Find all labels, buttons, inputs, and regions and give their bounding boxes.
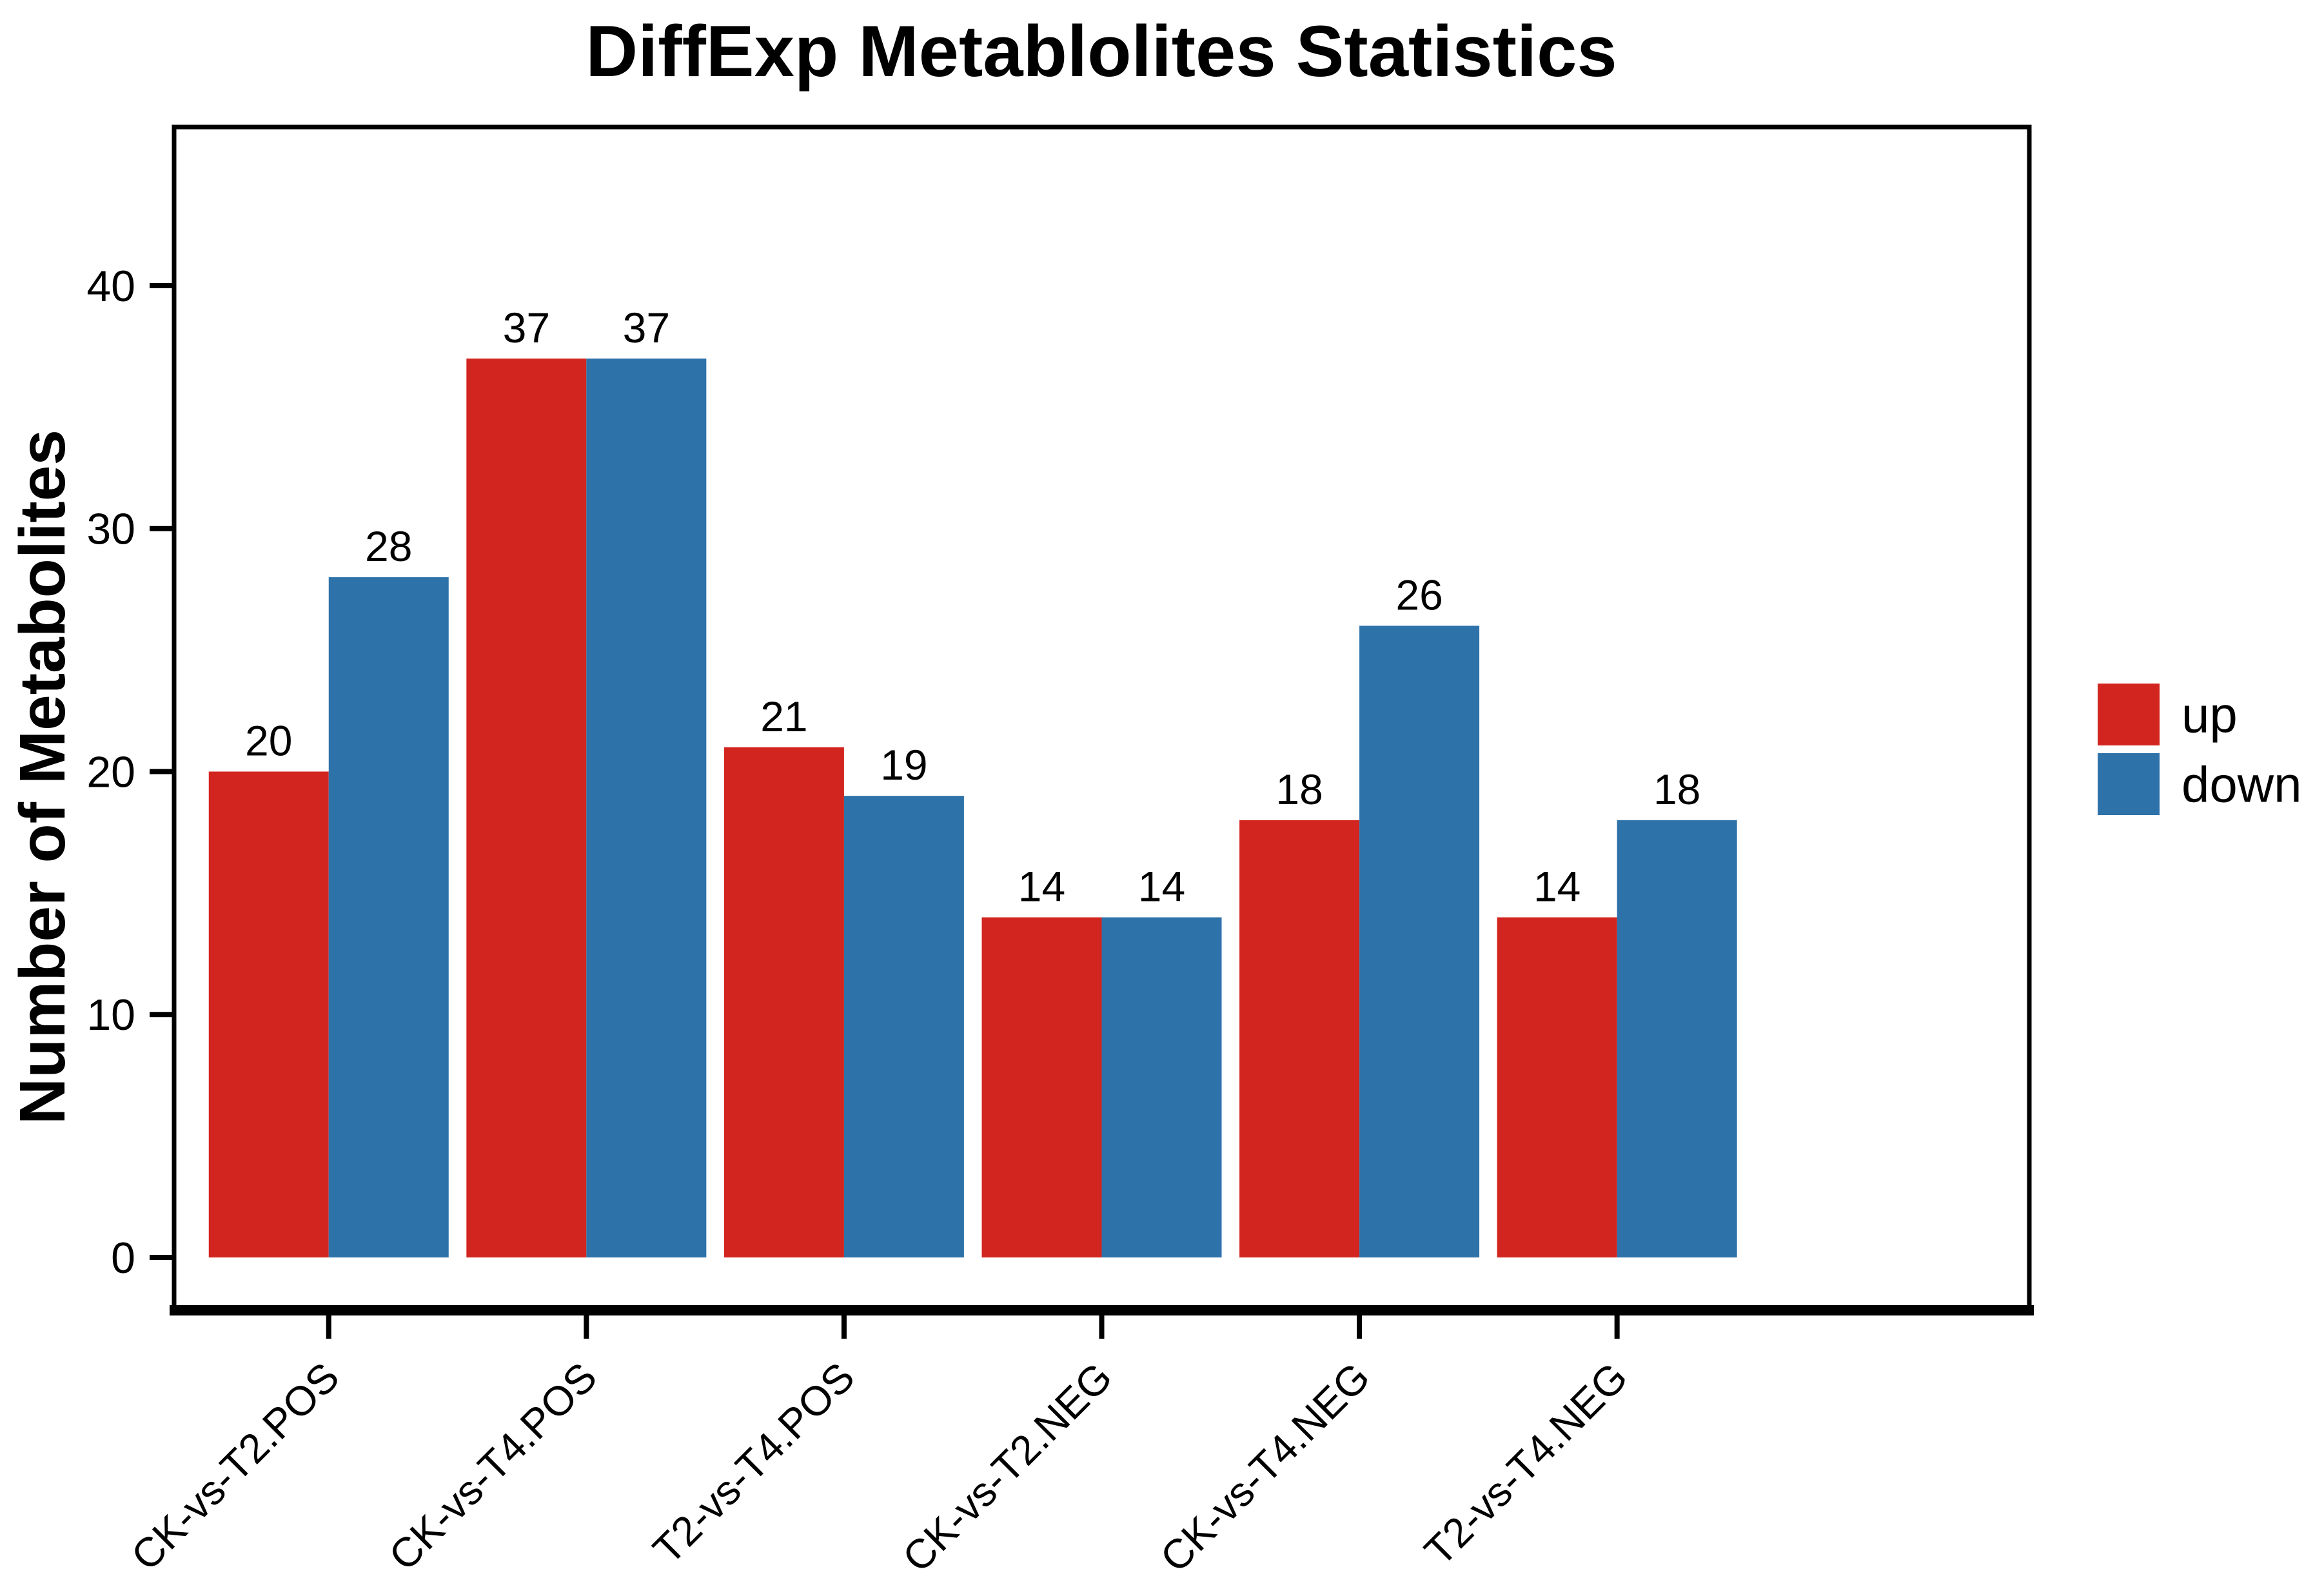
bar-down-T2-vs-T4.POS (843, 796, 964, 1257)
bar-down-CK-vs-T2.NEG (1101, 917, 1222, 1257)
bar-up-T2-vs-T4.POS (724, 747, 844, 1257)
bar-value-label: 14 (1138, 863, 1185, 911)
bar-value-label: 37 (503, 304, 550, 351)
legend-key-up (2098, 684, 2160, 745)
y-axis-tick-label: 40 (86, 262, 135, 311)
x-axis-tick-label: CK-vs-T2.NEG (894, 1354, 1121, 1576)
bar-up-CK-vs-T2.POS (208, 771, 329, 1257)
bar-value-label: 21 (760, 693, 807, 740)
bar-down-CK-vs-T4.NEG (1359, 625, 1480, 1257)
legend-label-down: down (2181, 756, 2301, 813)
x-axis-tick-label: T2-vs-T4.POS (644, 1354, 863, 1573)
bar-value-label: 14 (1533, 863, 1581, 911)
legend-label-up: up (2181, 686, 2238, 743)
x-axis-tick-label: CK-vs-T4.POS (380, 1354, 606, 1576)
bar-value-label: 14 (1018, 863, 1065, 911)
bar-down-T2-vs-T4.NEG (1617, 820, 1737, 1257)
plot-panel-border (170, 124, 2034, 1315)
y-axis-title: Number of Metabolites (6, 429, 79, 1125)
bar-value-label: 18 (1275, 765, 1323, 813)
bar-value-label: 37 (623, 304, 670, 351)
legend: up down (2098, 684, 2301, 815)
x-axis-tick-label: CK-vs-T4.NEG (1151, 1354, 1379, 1576)
bar-up-T2-vs-T4.NEG (1497, 917, 1617, 1257)
bar-up-CK-vs-T4.NEG (1239, 820, 1360, 1257)
bar-value-label: 20 (245, 717, 292, 765)
bar-value-label: 18 (1653, 765, 1700, 813)
y-axis-tick-label: 30 (86, 505, 135, 554)
bar-value-label: 19 (880, 741, 927, 789)
bar-down-CK-vs-T4.POS (586, 359, 707, 1257)
y-axis-tick-label: 20 (86, 747, 135, 796)
y-axis-tick-label: 10 (86, 990, 135, 1039)
bar-value-label: 28 (365, 522, 412, 570)
bars-group: 20 37 21 14 18 14 28 37 19 14 26 18 (208, 304, 1737, 1257)
legend-key-down (2098, 753, 2160, 815)
bar-value-label: 26 (1395, 571, 1443, 618)
y-axis-tick-label: 0 (111, 1234, 135, 1283)
bar-up-CK-vs-T2.NEG (981, 917, 1102, 1257)
chart-title: DiffExp Metablolites Statistics (586, 11, 1617, 92)
x-axis-tick-label: T2-vs-T4.NEG (1415, 1354, 1637, 1575)
bar-up-CK-vs-T4.POS (466, 359, 587, 1257)
bar-down-CK-vs-T2.POS (328, 577, 449, 1257)
x-axis-tick-label: CK-vs-T2.POS (123, 1354, 348, 1576)
